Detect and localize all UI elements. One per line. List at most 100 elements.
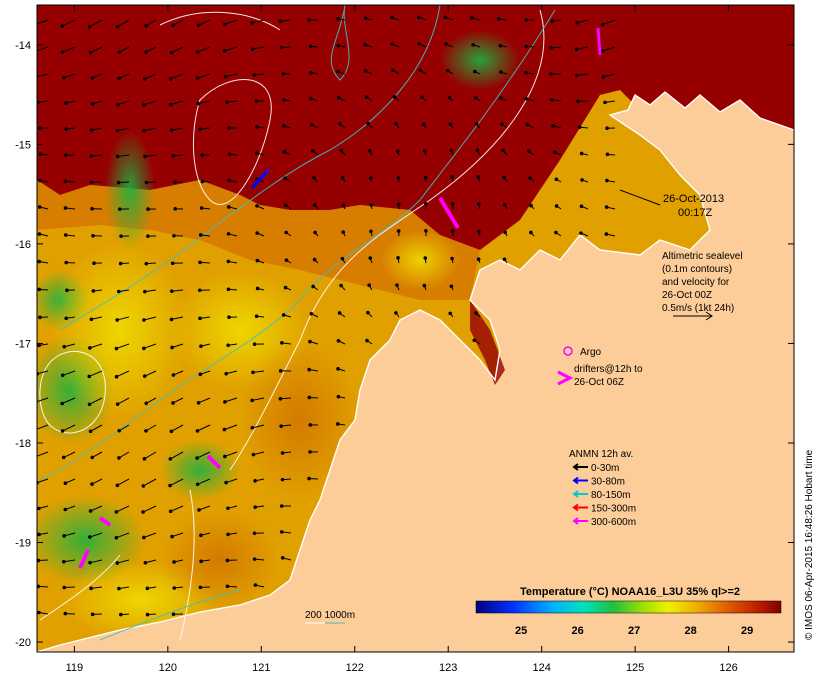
velocity-arrow-head: [416, 15, 421, 20]
altimetry-line: (0.1m contours): [662, 264, 732, 275]
velocity-arrow-shaft: [117, 100, 130, 106]
velocity-arrow-head: [142, 535, 146, 540]
velocity-arrow-head: [282, 98, 286, 102]
velocity-arrow-head: [115, 483, 120, 488]
velocity-arrow-head: [603, 100, 607, 105]
velocity-arrow-head: [502, 175, 506, 180]
velocity-arrow-head: [473, 96, 478, 100]
velocity-arrow-head: [63, 179, 68, 184]
colorbar-tick-label: 26: [572, 625, 584, 637]
mooring-arrow-magenta: [438, 196, 460, 230]
velocity-arrow-shaft: [170, 73, 184, 80]
velocity-arrow-head: [423, 256, 428, 260]
velocity-arrow-head: [116, 102, 120, 107]
velocity-arrow-head: [224, 480, 228, 485]
velocity-arrow-head: [198, 233, 203, 237]
velocity-arrow-head: [424, 229, 428, 233]
anmn-legend-item: 0-30m: [572, 463, 619, 474]
velocity-arrow-shaft: [118, 424, 130, 432]
velocity-arrow-head: [445, 68, 450, 73]
anmn-legend-arrow: [572, 503, 588, 512]
velocity-arrow-head: [309, 311, 314, 316]
velocity-arrow-head: [605, 178, 609, 183]
velocity-arrow-head: [470, 16, 474, 20]
velocity-arrow-shaft: [171, 46, 184, 54]
velocity-arrow-head: [65, 288, 69, 293]
velocity-arrow-head: [498, 43, 503, 48]
velocity-arrow-shaft: [171, 343, 184, 348]
velocity-arrow-head: [308, 423, 313, 427]
y-tick-label: -18: [15, 438, 31, 450]
anmn-legend-label: 0-30m: [591, 463, 619, 474]
velocity-arrow-head: [279, 424, 283, 428]
velocity-arrow-head: [88, 429, 93, 434]
mooring-arrow-magenta: [78, 549, 90, 569]
velocity-arrow-head: [339, 283, 343, 288]
velocity-arrow-head: [170, 345, 174, 350]
velocity-arrow-head: [443, 15, 448, 20]
velocity-arrow-head: [170, 289, 174, 293]
anmn-legend-arrow: [572, 490, 588, 498]
velocity-arrow-head: [223, 400, 227, 404]
velocity-arrow-head: [307, 367, 311, 372]
velocity-arrow-shaft: [225, 478, 238, 484]
velocity-arrow-head: [423, 175, 428, 180]
velocity-arrow-head: [502, 257, 507, 262]
velocity-arrow-shaft: [91, 154, 103, 157]
velocity-arrow-head: [336, 367, 340, 371]
velocity-arrow-shaft: [117, 154, 130, 157]
velocity-arrow-shaft: [576, 73, 589, 76]
velocity-arrow-head: [64, 101, 68, 105]
velocity-arrow-head: [197, 288, 202, 293]
velocity-arrow-head: [117, 456, 121, 460]
velocity-arrow-head: [252, 557, 257, 561]
x-tick-label: 125: [626, 662, 644, 674]
velocity-arrow-head: [117, 586, 121, 591]
velocity-arrow-head: [144, 429, 148, 433]
y-tick-label: -19: [15, 538, 31, 550]
velocity-arrows: [37, 15, 616, 617]
velocity-arrow-head: [200, 179, 205, 184]
velocity-arrow-shaft: [143, 127, 157, 132]
velocity-arrow-head: [418, 68, 423, 73]
velocity-arrow-head: [64, 316, 69, 321]
velocity-arrow-head: [195, 482, 200, 487]
coastline: [37, 91, 794, 652]
velocity-arrow-head: [88, 50, 93, 55]
velocity-arrow-head: [250, 398, 254, 403]
velocity-arrow-shaft: [171, 289, 184, 292]
colorbar-tick-label: 28: [685, 625, 697, 637]
mooring-arrow-magenta: [596, 27, 602, 56]
velocity-arrow-head: [88, 535, 92, 539]
velocity-arrow-head: [549, 45, 553, 50]
velocity-arrow-head: [38, 315, 42, 320]
velocity-arrow-head: [279, 45, 284, 50]
velocity-arrow-head: [283, 176, 287, 181]
velocity-arrow-head: [579, 204, 584, 209]
velocity-arrow-head: [339, 148, 344, 153]
velocity-arrow-shaft: [171, 127, 184, 131]
land-mass: [37, 92, 794, 652]
land-inlet: [470, 300, 505, 385]
velocity-arrow-head: [142, 346, 146, 351]
velocity-arrow-shaft: [198, 505, 211, 511]
velocity-arrow-head: [280, 341, 284, 345]
velocity-arrow-head: [168, 102, 173, 107]
velocity-arrow-head: [144, 261, 149, 266]
velocity-arrow-head: [199, 206, 204, 210]
velocity-arrow-head: [279, 530, 284, 534]
velocity-arrow-shaft: [92, 451, 103, 458]
velocity-arrow-head: [143, 289, 147, 294]
velocity-arrow-head: [450, 229, 455, 233]
altimetry-legend: Altimetric sealevel (0.1m contours) and …: [662, 251, 743, 321]
anmn-legend-item: 150-300m: [572, 503, 636, 515]
velocity-arrow-head: [554, 230, 558, 235]
velocity-arrow-head: [144, 180, 149, 185]
map-plot-area: 26-Oct-2013 00:17Z Altimetric sealevel (…: [37, 5, 794, 652]
velocity-arrow-head: [499, 96, 503, 100]
velocity-arrow-shaft: [61, 19, 76, 27]
mooring-arrow-blue: [250, 169, 270, 189]
velocity-arrow-head: [89, 128, 94, 132]
velocity-arrow-head: [307, 18, 311, 22]
velocity-arrow-head: [524, 96, 528, 101]
